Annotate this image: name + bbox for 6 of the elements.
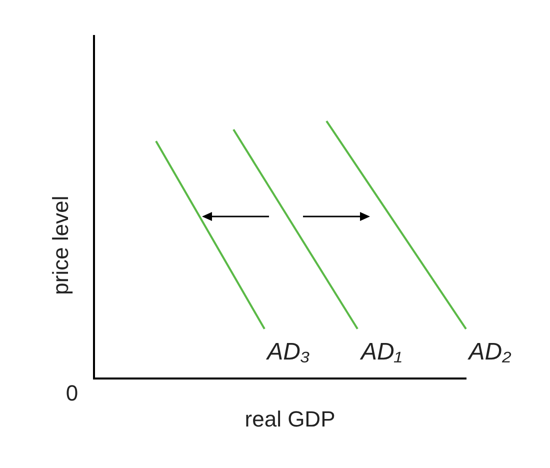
y-axis-title: price level [48,196,74,295]
series-label: AD₂ [466,338,512,366]
series-label: AD₃ [265,338,310,366]
series-label: AD₁ [359,338,402,366]
x-axis-title: real GDP [244,406,336,432]
text: 0 [66,380,78,406]
